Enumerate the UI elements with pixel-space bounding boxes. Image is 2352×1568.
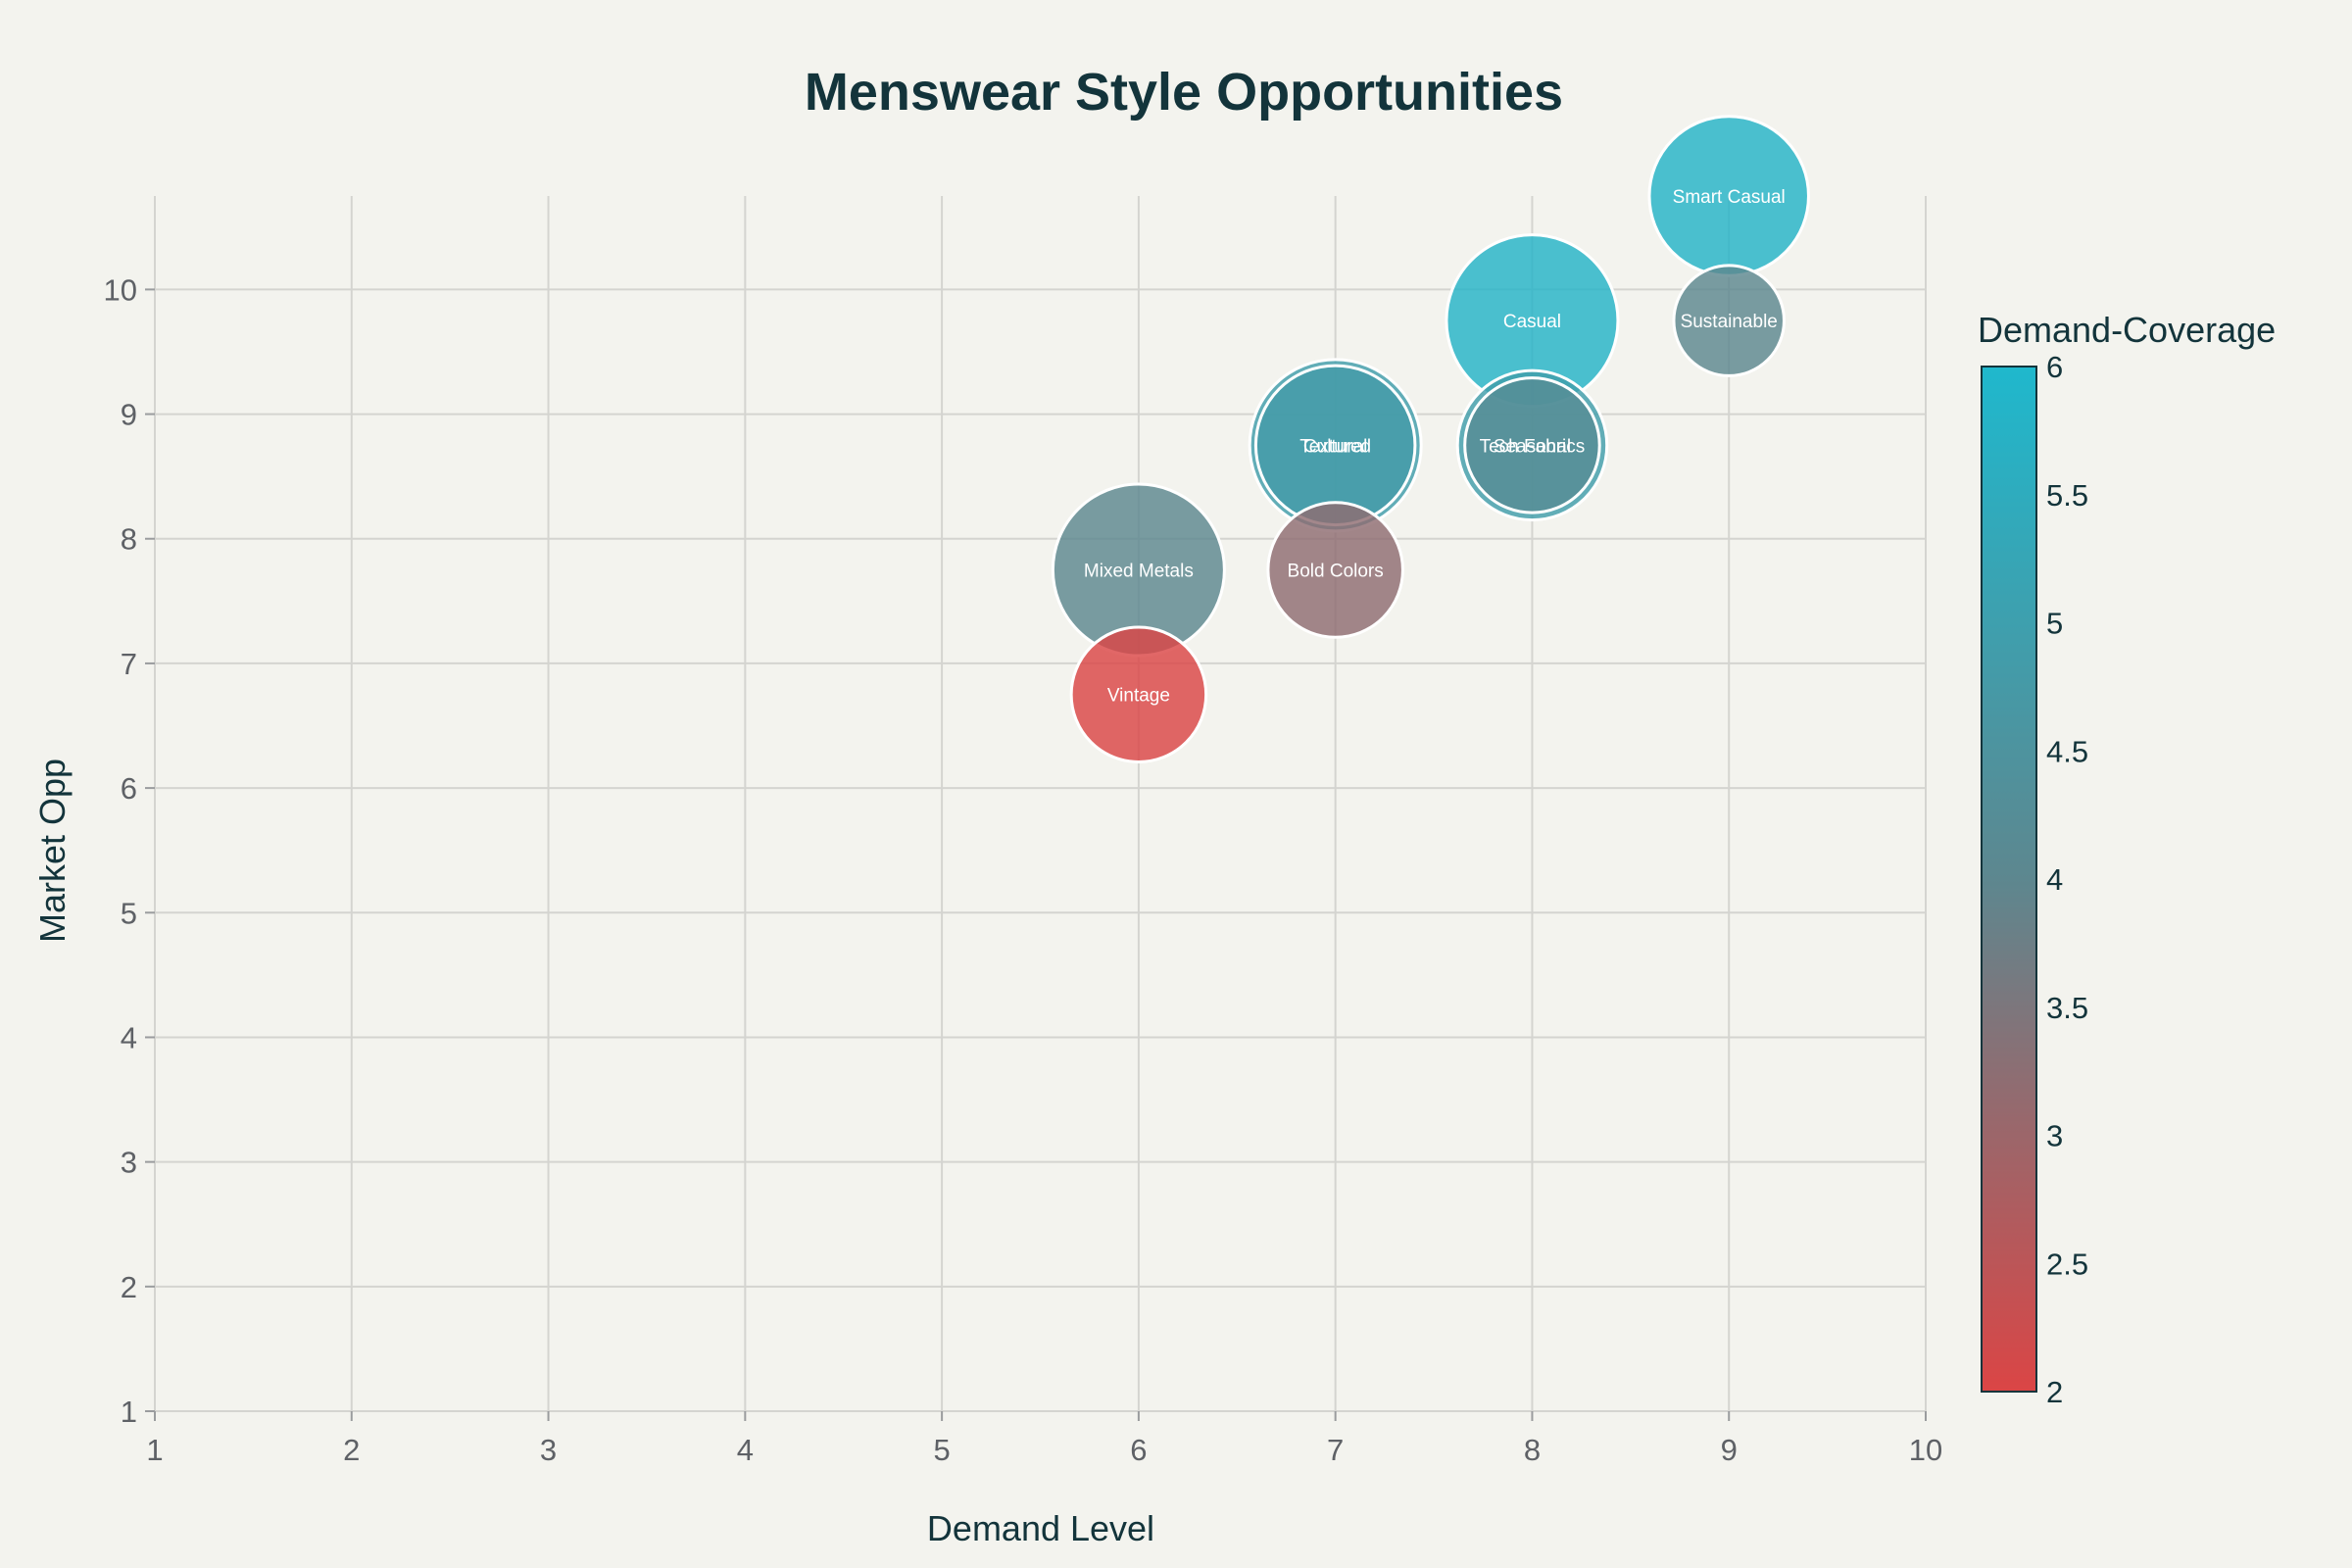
y-tick-label: 2 xyxy=(121,1270,137,1304)
bubble xyxy=(1266,501,1404,639)
x-axis-title: Demand Level xyxy=(927,1508,1154,1548)
y-tick-label: 4 xyxy=(121,1020,137,1054)
colorbar-title: Demand-Coverage xyxy=(1978,310,2276,350)
colorbar-tick-label: 3.5 xyxy=(2046,991,2088,1025)
colorbar-tick-label: 3 xyxy=(2046,1119,2063,1153)
x-tick-label: 9 xyxy=(1721,1433,1738,1467)
bubble-label: Sustainable xyxy=(1681,312,1778,332)
bubble-label: Seasonal xyxy=(1494,436,1571,457)
colorbar-tick-label: 5 xyxy=(2046,607,2063,641)
bubble-label: Bold Colors xyxy=(1288,562,1384,582)
x-tick-label: 3 xyxy=(540,1433,557,1467)
y-tick-label: 5 xyxy=(121,896,137,930)
bubble-label: Casual xyxy=(1503,312,1561,332)
y-tick-label: 3 xyxy=(121,1146,137,1180)
x-tick-label: 1 xyxy=(146,1433,163,1467)
chart-title: Menswear Style Opportunities xyxy=(805,63,1563,122)
bubble-label: Cultural xyxy=(1303,436,1367,457)
colorbar-tick-label: 4.5 xyxy=(2046,734,2088,768)
colorbar-gradient xyxy=(1981,366,2037,1393)
y-tick-label: 7 xyxy=(121,647,137,681)
bubble-label: Textured xyxy=(1299,436,1371,457)
colorbar-ticks: 2 2.5 3 3.5 4 4.5 5 5.5 6 xyxy=(2046,350,2088,1409)
x-tick-label: 2 xyxy=(343,1433,360,1467)
bubble xyxy=(1672,264,1786,377)
x-tick-label: 10 xyxy=(1909,1433,1942,1467)
y-tick-label: 8 xyxy=(121,522,137,557)
colorbar-tick-label: 4 xyxy=(2046,862,2063,897)
bubbles: Smart Casual Casual Sustainable TexturedCul… xyxy=(1051,115,1810,763)
y-tick-label: 10 xyxy=(104,272,137,307)
x-tick-label: 6 xyxy=(1130,1433,1147,1467)
x-axis-ticks: 1 2 3 4 5 6 7 8 9 10 xyxy=(146,1411,1942,1467)
colorbar: Demand-Coverage 2 2.5 3 3.5 4 4.5 5 5.5 6 xyxy=(1978,310,2276,1409)
bubble-label: Mixed Metals xyxy=(1084,562,1194,582)
bubble xyxy=(1463,376,1601,514)
bubble-label: Tech Fabrics xyxy=(1480,436,1586,457)
x-tick-label: 4 xyxy=(737,1433,754,1467)
colorbar-tick-label: 2.5 xyxy=(2046,1247,2088,1281)
y-axis-title: Market Opp xyxy=(32,759,73,943)
bubble xyxy=(1069,625,1208,763)
x-tick-label: 8 xyxy=(1524,1433,1541,1467)
colorbar-tick-label: 5.5 xyxy=(2046,478,2088,513)
y-tick-label: 9 xyxy=(121,398,137,432)
colorbar-tick-label: 6 xyxy=(2046,350,2063,384)
y-axis-ticks: 1 2 3 4 5 6 7 8 9 10 xyxy=(104,272,155,1429)
x-tick-label: 7 xyxy=(1327,1433,1344,1467)
x-tick-label: 5 xyxy=(933,1433,950,1467)
y-tick-label: 6 xyxy=(121,771,137,806)
bubble-label: Smart Casual xyxy=(1673,187,1786,208)
y-tick-label: 1 xyxy=(121,1395,137,1429)
grid-lines xyxy=(154,196,1927,1412)
bubble-label: Vintage xyxy=(1107,686,1170,707)
colorbar-tick-label: 2 xyxy=(2046,1375,2063,1409)
